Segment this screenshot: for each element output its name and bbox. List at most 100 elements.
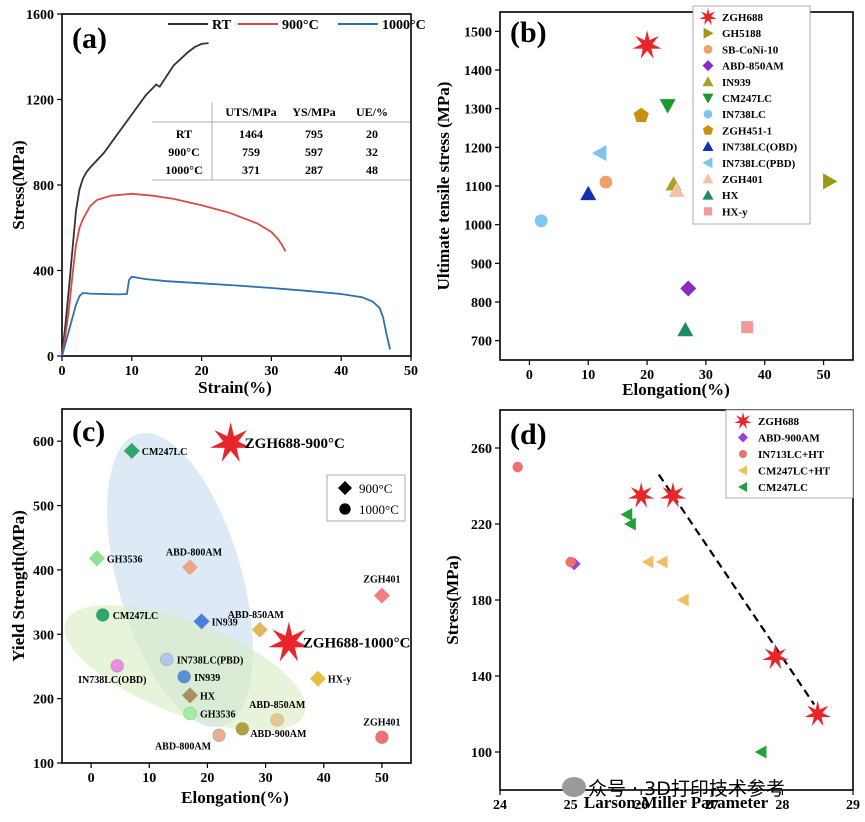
legend-marker-900-c [338,481,352,495]
y-tick-label: 180 [471,594,492,609]
table-cell: 900°C [168,145,199,159]
panel-a: 0 10 20 30 40 50 0 400 800 1200 1600 Strain(%) Stres… [9,8,426,397]
point-zgh688-900-c [210,422,252,462]
point-hx [181,687,198,704]
legend-label-in738lc: IN738LC [722,109,766,121]
panel-b: 0 10 20 30 40 50 700 800 900 1000 1100 1200 1300 1400… [434,5,854,399]
x-tick-label: 25 [564,798,578,813]
y-tick-label: 260 [471,442,492,457]
table-header: UE/% [356,105,388,119]
legend-label-1000-c: 1000°C [359,502,399,517]
point-zgh401 [668,182,685,198]
stats-table: UTS/MPa YS/MPa UE/% RT 1464 795 20 900°C 759 597 3… [152,102,410,181]
x-tick-label: 28 [775,798,789,813]
point-label-in738lc-pbd: IN738LC(PBD) [177,655,244,666]
x-tick-label: 40 [334,364,348,379]
point-label-in939: IN939 [194,673,220,684]
point-hx-y [309,670,326,687]
legend-label-abd-900am: ABD-900AM [758,433,820,445]
y-tick-label: 400 [33,265,54,280]
wechat-icon [562,777,586,797]
legend: ZGH688 ABD-900AM IN713LC+HT CM247LC+HT CM247… [725,409,854,499]
legend-box [326,474,406,522]
x-tick-label: 30 [259,771,273,786]
legend-marker-cm247lc-ht [738,465,747,476]
point-abd-900am [235,722,250,736]
point-label-cm247lc: CM247LC [113,611,159,622]
point-sb-coni-10 [599,175,613,189]
x-tick-label: 10 [581,368,595,383]
legend-marker-zgh688 [734,412,752,430]
legend-marker-1000-c [338,502,351,515]
point-label-zgh688-900-c: ZGH688-900°C [245,436,345,452]
panel-d: 24 25 26 27 28 29 100 140 180 220 260 Larson-Miller… [443,409,860,813]
panel-label: (b) [510,16,547,49]
x-tick-label: 20 [195,364,209,379]
point-abd-800am [212,728,226,743]
y-tick-label: 500 [33,500,54,515]
legend-label-900-c: 900°C [282,18,319,33]
point-cm247lc-ht [655,555,668,569]
table-cell: 32 [366,145,378,159]
point-in939 [193,613,210,630]
line-1000-c [61,275,391,357]
y-axis-title: Ultimate tensile stress (MPa) [434,82,453,291]
x-axis-title: Strain(%) [198,378,272,397]
point-cm247lc [754,745,767,759]
legend-label-zgh451-1: ZGH451-1 [722,125,772,137]
x-tick-label: 10 [142,771,156,786]
y-axis-title: Stress(MPa) [443,555,462,644]
x-tick-label: 40 [317,771,331,786]
legend-marker-in939 [702,76,714,87]
legend-label-sb-coni-10: SB-CoNi-10 [722,44,779,56]
legend-marker-zgh451-1 [702,124,714,135]
point-zgh688 [762,643,789,670]
point-label-cm247lc: CM247LC [142,447,188,458]
legend-marker-gh5188 [703,27,714,39]
point-label-abd-850am: ABD-850AM [228,610,285,621]
point-label-zgh401: ZGH401 [363,575,400,586]
point-in738lc-obd [580,185,597,201]
x-tick-label: 0 [88,771,95,786]
point-label-abd-850am: ABD-850AM [249,700,306,711]
legend-label-in939: IN939 [722,77,751,89]
y-tick-label: 1600 [26,8,54,23]
legend-label-hx-y: HX-y [722,206,748,218]
point-label-zgh401: ZGH401 [363,717,400,728]
x-tick-label: 30 [699,368,713,383]
point-label-hx-y: HX-y [328,675,351,686]
legend: RT 900°C 1000°C [168,18,426,33]
y-axis-title: Stress(MPa) [9,140,28,229]
legend-marker-cm247lc [702,93,714,104]
x-tick-label: 24 [493,798,507,813]
point-cm247lc [620,508,633,521]
x-tick-label: 50 [404,364,418,379]
legend-marker-abd-900am [738,432,748,443]
point-gh5188 [823,173,838,190]
point-label-zgh688-1000-c: ZGH688-1000°C [303,636,411,652]
y-tick-label: 300 [33,628,54,643]
point-abd-850am [270,713,285,727]
panel-label: (d) [510,418,547,451]
x-tick-label: 50 [375,771,389,786]
point-label-in939: IN939 [212,617,238,628]
table-cell: 1464 [239,127,263,141]
line-rt [61,42,209,357]
panel-c: 0 10 20 30 40 50 100 200 300 400 500 600 Elongation(… [9,408,412,807]
x-axis-title: Elongation(%) [181,788,289,807]
point-zgh688 [804,700,831,727]
legend-marker-in713lc-ht [739,450,747,458]
x-tick-label: 20 [640,368,654,383]
line-900-c [61,192,287,357]
table-cell: 1000°C [165,163,202,177]
point-in738lc [534,214,548,228]
legend-box [725,409,854,499]
x-tick-label: 20 [200,771,214,786]
point-label-abd-900am: ABD-900AM [250,729,307,740]
point-label-gh3536: GH3536 [200,709,236,720]
x-tick-label: 29 [846,798,860,813]
y-tick-label: 1000 [464,219,492,234]
y-tick-label: 100 [471,746,492,761]
table-cell: 371 [242,163,260,177]
